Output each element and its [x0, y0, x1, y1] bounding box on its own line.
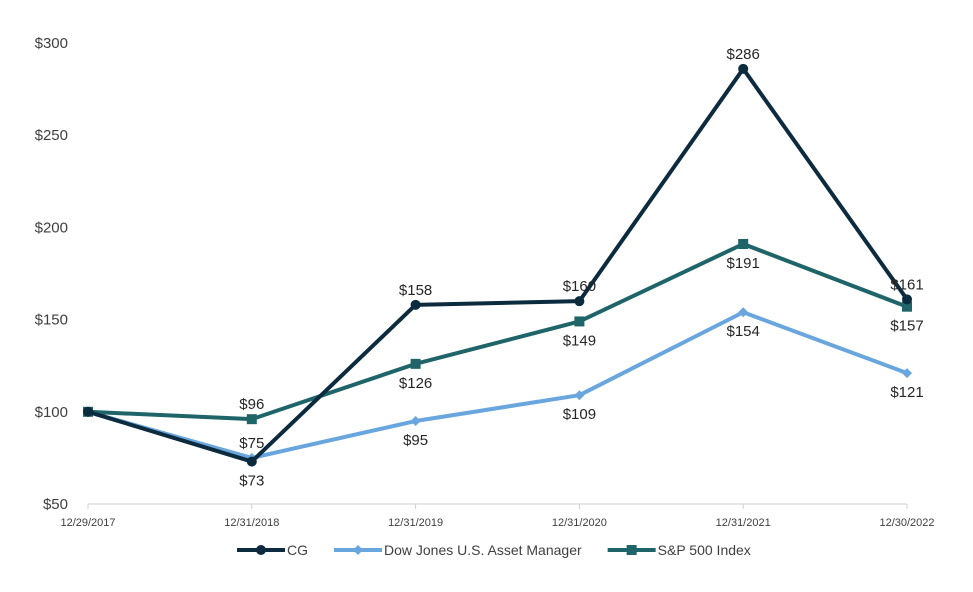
data-label: $158	[399, 282, 432, 299]
legend-marker	[626, 545, 637, 555]
data-point	[902, 301, 912, 312]
legend-label: Dow Jones U.S. Asset Manager	[384, 542, 582, 558]
legend-label: S&P 500 Index	[658, 542, 751, 558]
legend: CG Dow Jones U.S. Asset Manager S&P 500 In…	[237, 542, 751, 558]
x-tick-label: 12/31/2020	[552, 517, 607, 529]
data-point	[738, 63, 749, 74]
data-label: $160	[563, 278, 596, 295]
data-label: $154	[727, 323, 760, 340]
data-point	[410, 416, 421, 427]
data-point	[902, 294, 912, 305]
data-label: $121	[890, 384, 923, 401]
x-tick-label: 12/31/2019	[388, 517, 443, 529]
data-label: $95	[403, 432, 428, 449]
data-label: $109	[563, 406, 596, 423]
data-point	[246, 456, 257, 467]
data-point	[410, 299, 421, 310]
y-tick-label: $150	[35, 312, 68, 329]
data-label: $161	[890, 276, 923, 293]
data-label: $157	[890, 318, 923, 335]
series-line	[87, 66, 909, 464]
data-point	[738, 238, 749, 249]
y-tick-label: $100	[35, 404, 68, 421]
data-label: $126	[399, 375, 432, 392]
axes: $50 $100 $150 $200 $250 $300 12/29/2017 12/31/2…	[35, 35, 935, 529]
data-point	[574, 390, 585, 401]
legend-marker	[353, 545, 363, 555]
legend-item: Dow Jones U.S. Asset Manager	[334, 542, 582, 558]
data-label: $75	[239, 435, 264, 452]
series-0	[83, 63, 912, 467]
series-lines	[83, 63, 912, 467]
y-tick-label: $300	[35, 35, 68, 52]
data-point	[738, 307, 749, 318]
data-label: $149	[563, 332, 596, 349]
series-line	[87, 241, 908, 422]
y-tick-label: $50	[43, 496, 68, 513]
x-tick-label: 12/31/2018	[224, 517, 279, 529]
legend-item: S&P 500 Index	[607, 542, 751, 558]
series-1	[83, 307, 912, 463]
data-label: $73	[239, 473, 264, 490]
data-point	[574, 316, 585, 327]
y-tick-label: $250	[35, 127, 68, 144]
data-point	[902, 368, 912, 379]
legend-marker	[256, 545, 266, 555]
x-tick-label: 12/31/2021	[716, 517, 771, 529]
legend-label: CG	[287, 542, 308, 558]
data-label: $96	[239, 396, 264, 413]
series-2	[83, 238, 912, 425]
data-point	[574, 296, 585, 307]
data-label: $286	[727, 46, 760, 63]
data-point	[246, 414, 257, 425]
data-point	[410, 358, 421, 369]
data-labels: $73 $158 $160 $286 $161 $75 $95 $109 $154 $121 $96…	[239, 46, 923, 490]
legend-item: CG	[237, 542, 308, 558]
data-label: $191	[727, 255, 760, 272]
series-line	[87, 310, 908, 460]
data-point	[83, 406, 93, 417]
x-tick-label: 12/30/2022	[879, 517, 934, 529]
y-tick-label: $200	[35, 219, 68, 236]
x-tick-label: 12/29/2017	[60, 517, 115, 529]
